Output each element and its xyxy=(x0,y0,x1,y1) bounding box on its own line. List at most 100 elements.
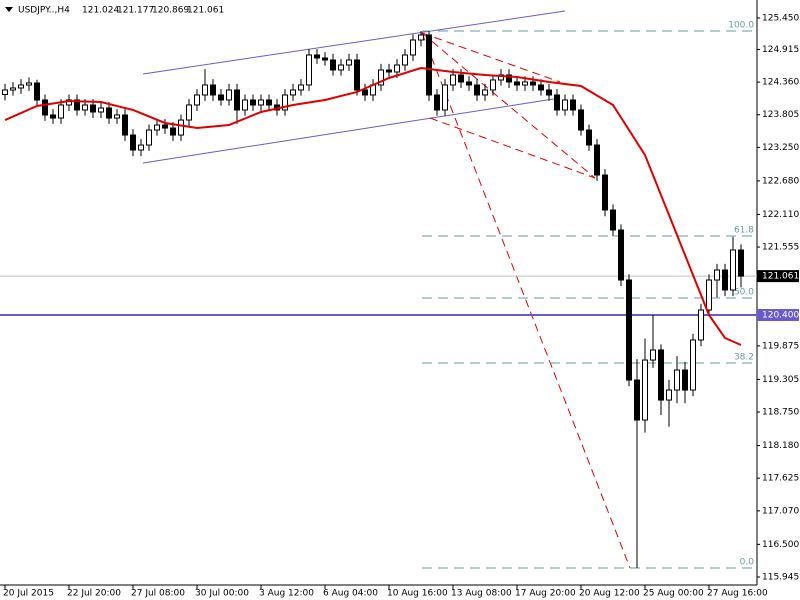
candle-body xyxy=(250,99,256,106)
hline-price-box xyxy=(757,308,799,321)
y-tick-label: 122.110 xyxy=(762,210,799,220)
candle-body xyxy=(258,99,264,106)
channel-line xyxy=(142,97,561,164)
candle-body xyxy=(114,114,120,119)
candle-body xyxy=(322,57,328,61)
candle-body xyxy=(154,124,160,131)
fib-label: 61.8 xyxy=(734,226,754,236)
candle-body xyxy=(466,81,472,86)
x-tick-label: 25 Aug 00:00 xyxy=(643,589,704,599)
candle-body xyxy=(418,34,424,41)
candle-body xyxy=(226,89,232,101)
candle-body xyxy=(26,82,32,86)
trend-line xyxy=(421,32,596,179)
candle-body xyxy=(402,54,408,66)
ohlc-open: 121.024 xyxy=(82,6,119,16)
candle-body xyxy=(362,89,368,96)
candle-body xyxy=(122,114,128,136)
y-tick-label: 115.945 xyxy=(762,573,799,583)
x-tick-label: 22 Jul 20:00 xyxy=(67,589,121,599)
candle-body xyxy=(426,34,432,96)
candle-body xyxy=(482,89,488,96)
candle-body xyxy=(34,82,40,101)
candle-body xyxy=(178,119,184,136)
candle-body xyxy=(722,269,728,291)
candle-body xyxy=(562,99,568,111)
candle-body xyxy=(642,359,648,421)
candle-body xyxy=(202,84,208,96)
last-price-label: 121.061 xyxy=(762,272,799,282)
candle-body xyxy=(674,369,680,391)
candle-body xyxy=(602,174,608,211)
last-price-box xyxy=(757,270,799,283)
x-tick-label: 17 Aug 20:00 xyxy=(515,589,576,599)
candle-body xyxy=(450,74,456,86)
candle-body xyxy=(146,129,152,146)
candles xyxy=(2,30,744,569)
x-tick-label: 3 Aug 12:00 xyxy=(259,589,314,599)
candle-body xyxy=(434,94,440,111)
candle-body xyxy=(546,89,552,96)
candle-body xyxy=(634,379,640,421)
fib-label: 50.0 xyxy=(734,287,754,297)
candle-body xyxy=(522,81,528,86)
x-tick-label: 27 Aug 16:00 xyxy=(707,589,768,599)
x-tick-label: 20 Jul 2015 xyxy=(3,589,54,599)
candle-body xyxy=(618,229,624,281)
candle-body xyxy=(706,279,712,311)
candle-body xyxy=(610,209,616,231)
candle-body xyxy=(330,59,336,71)
y-tick-label: 117.625 xyxy=(762,474,799,484)
y-tick-label: 119.305 xyxy=(762,375,799,385)
candle-body xyxy=(10,87,16,91)
candle-body xyxy=(490,79,496,91)
candle-body xyxy=(410,39,416,56)
candle-body xyxy=(58,104,64,119)
y-tick-label: 123.805 xyxy=(762,110,799,120)
candle-body xyxy=(314,54,320,59)
x-tick-label: 20 Aug 12:00 xyxy=(579,589,640,599)
candle-body xyxy=(234,89,240,111)
candle-body xyxy=(186,104,192,121)
candle-body xyxy=(2,89,8,95)
candle-body xyxy=(306,54,312,86)
candle-body xyxy=(682,369,688,391)
candle-body xyxy=(698,309,704,341)
candle-body xyxy=(266,99,272,106)
ohlc-high: 121.177 xyxy=(117,6,154,16)
candle-body xyxy=(82,104,88,111)
candle-body xyxy=(514,81,520,86)
candle-body xyxy=(666,389,672,401)
y-tick-label: 122.680 xyxy=(762,176,799,186)
candle-body xyxy=(106,107,112,119)
candle-body xyxy=(578,109,584,131)
hline-price-label: 120.400 xyxy=(762,310,799,320)
y-tick-label: 119.875 xyxy=(762,341,799,351)
y-tick-label: 121.555 xyxy=(762,243,799,253)
candle-body xyxy=(738,249,744,277)
ohlc-low: 120.869 xyxy=(152,6,189,16)
candle-body xyxy=(658,349,664,401)
candle-body xyxy=(506,74,512,83)
candle-body xyxy=(626,279,632,381)
x-tick-label: 6 Aug 04:00 xyxy=(323,589,378,599)
y-tick-label: 125.450 xyxy=(762,13,799,23)
candle-body xyxy=(690,339,696,391)
y-tick-label: 116.500 xyxy=(762,540,799,550)
x-tick-label: 30 Jul 00:00 xyxy=(195,589,249,599)
candle-body xyxy=(162,124,168,129)
menu-arrow xyxy=(5,7,13,12)
y-tick-label: 117.070 xyxy=(762,506,799,516)
y-tick-label: 118.750 xyxy=(762,408,799,418)
drawings xyxy=(142,10,631,569)
candle-body xyxy=(538,84,544,91)
candle-body xyxy=(282,94,288,111)
fib-label: 100.0 xyxy=(728,20,754,30)
candle-body xyxy=(394,64,400,73)
candle-body xyxy=(386,69,392,73)
fib-label: 38.2 xyxy=(734,352,754,362)
candle-body xyxy=(354,59,360,91)
candle-body xyxy=(242,99,248,111)
